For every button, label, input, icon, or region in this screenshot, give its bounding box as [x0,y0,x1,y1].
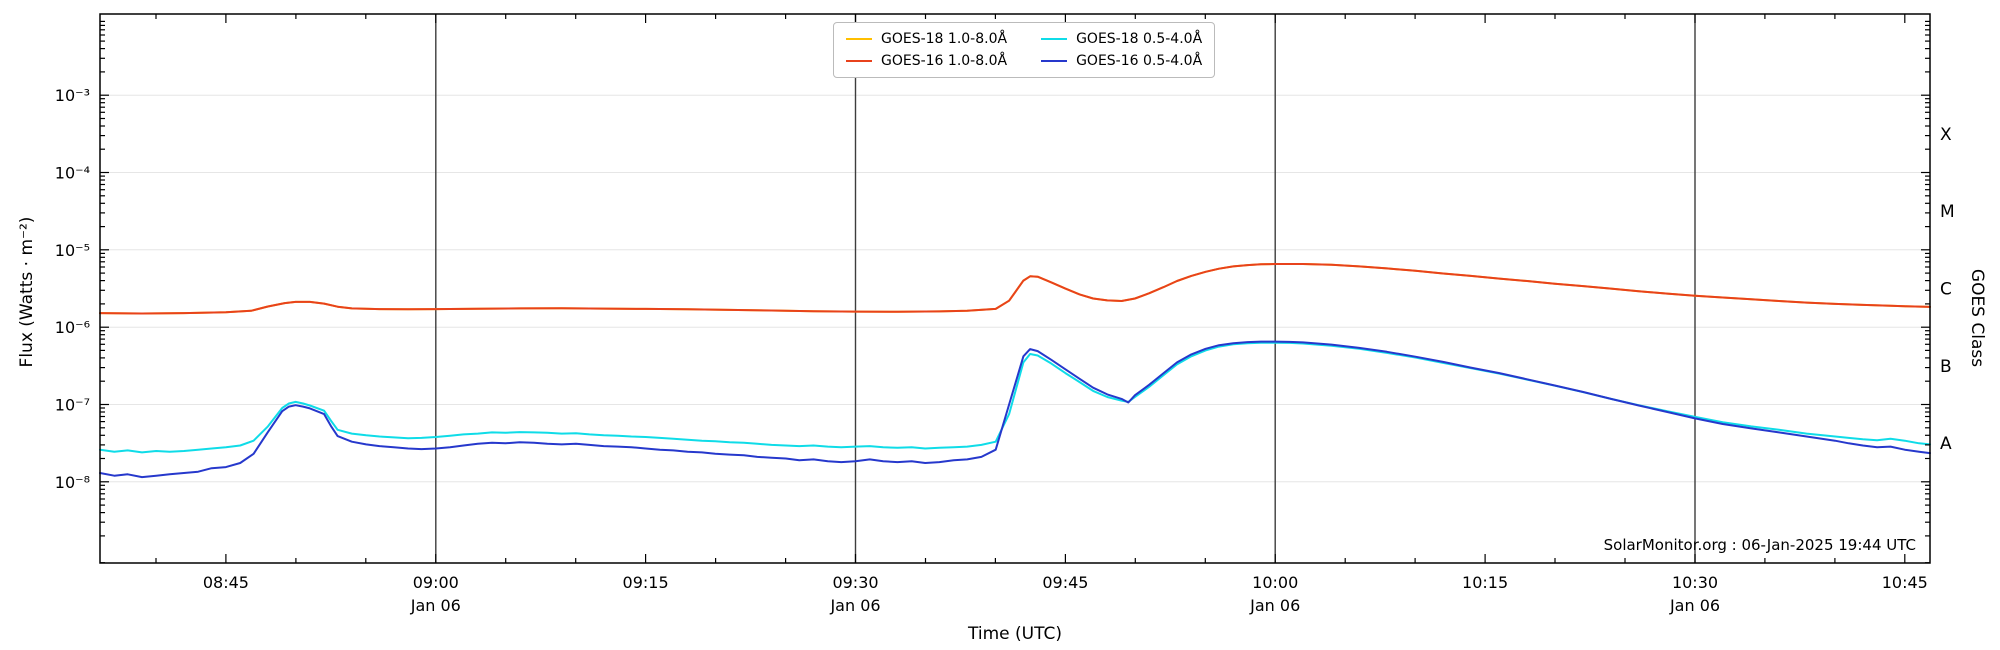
x-tick-label: 10:00 [1252,573,1298,592]
flux-curves [99,263,1931,479]
solarmonitor-watermark: SolarMonitor.org : 06-Jan-2025 19:44 UTC [1603,536,1916,554]
legend-label-goes16-long: GOES-16 1.0-8.0Å [881,53,1008,70]
series-goes16-long [99,263,1931,315]
x-tick-label: 10:15 [1462,573,1508,592]
legend-swatch-goes16-long [846,60,872,63]
legend: GOES-18 1.0-8.0Å GOES-16 1.0-8.0Å GOES-18 … [833,22,1216,79]
axis-tick-labels: 08:45 09:00 Jan 06 09:15 09:30 Jan 06 09:45 10:… [55,86,1955,615]
x-axis-label: Time (UTC) [968,624,1062,644]
goes-class-letter-M: M [1940,202,1955,222]
y-tick-label: 10⁻⁵ [55,241,90,260]
legend-label-goes18-long: GOES-18 1.0-8.0Å [881,31,1008,47]
series-goes16-short [99,340,1931,479]
goes-class-letter-B: B [1940,357,1952,377]
plot-frame [99,13,1931,564]
x-tick-date-label: Jan 06 [1669,596,1720,615]
y-tick-label: 10⁻⁷ [55,396,90,415]
x-tick-date-label: Jan 06 [1249,596,1300,615]
legend-swatch-goes18-long [846,38,872,41]
legend-entry-goes16-long: GOES-16 1.0-8.0Å [846,52,1007,70]
goes-class-letter-A: A [1940,434,1952,454]
day-boundary-lines [435,14,1696,563]
y-tick-label: 10⁻⁴ [55,164,90,183]
goes-class-letter-C: C [1940,280,1952,300]
x-tick-date-label: Jan 06 [410,596,461,615]
x-tick-label: 09:15 [623,573,669,592]
legend-label-goes16-short: GOES-16 0.5-4.0Å [1076,53,1203,70]
x-tick-label: 09:45 [1042,573,1088,592]
series-goes18-long [99,263,1931,315]
axis-ticks [100,14,1930,564]
legend-swatch-goes16-short [1041,60,1068,63]
goes-class-axis-label: GOES Class [1967,268,1987,368]
goes-class-letter-X: X [1940,125,1952,145]
x-tick-label: 10:45 [1882,573,1928,592]
x-tick-label: 08:45 [203,573,249,592]
y-tick-label: 10⁻⁸ [55,473,90,492]
legend-entry-goes18-short: GOES-18 0.5-4.0Å [1041,30,1202,48]
x-tick-label: 09:00 [413,573,459,592]
legend-entry-goes18-long: GOES-18 1.0-8.0Å [846,30,1007,48]
y-tick-label: 10⁻³ [55,86,90,105]
legend-label-goes18-short: GOES-18 0.5-4.0Å [1076,31,1203,47]
legend-entry-goes16-short: GOES-16 0.5-4.0Å [1041,52,1202,70]
y-axis-label: Flux (Watts ⋅ m⁻²) [17,216,37,368]
legend-swatch-goes18-short [1041,38,1068,41]
decade-gridlines [100,94,1930,483]
series-goes18-short [99,341,1931,454]
y-tick-label: 10⁻⁶ [55,318,90,337]
x-tick-label: 10:30 [1672,573,1718,592]
x-tick-date-label: Jan 06 [829,596,880,615]
x-tick-label: 09:30 [832,573,878,592]
